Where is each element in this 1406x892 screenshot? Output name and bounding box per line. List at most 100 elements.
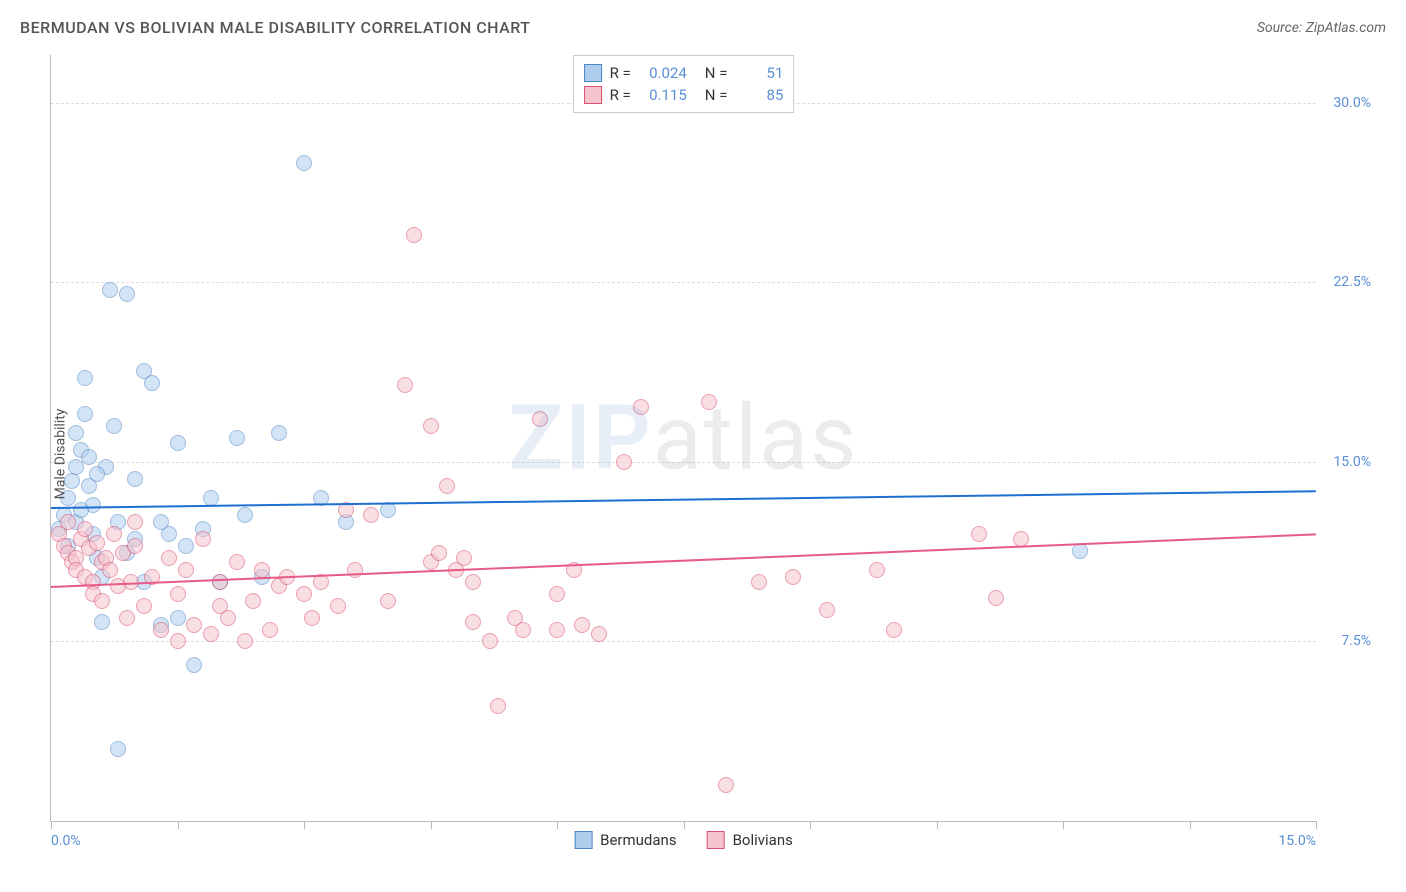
scatter-point-bermudans — [296, 155, 312, 171]
scatter-point-bolivians — [423, 418, 439, 434]
legend-item-bermudans: Bermudans — [574, 831, 676, 849]
n-label: N = — [705, 64, 728, 82]
scatter-point-bolivians — [397, 377, 413, 393]
legend-swatch — [584, 86, 602, 104]
scatter-point-bolivians — [262, 622, 278, 638]
legend-swatch — [574, 831, 592, 849]
scatter-point-bolivians — [245, 593, 261, 609]
scatter-point-bolivians — [119, 610, 135, 626]
scatter-point-bolivians — [431, 545, 447, 561]
x-tick — [810, 821, 811, 829]
n-value: 51 — [735, 64, 783, 82]
scatter-point-bolivians — [406, 227, 422, 243]
header: BERMUDAN VS BOLIVIAN MALE DISABILITY COR… — [20, 18, 1386, 37]
r-label: R = — [610, 86, 631, 104]
x-tick — [937, 821, 938, 829]
x-tick — [1190, 821, 1191, 829]
legend-label: Bolivians — [733, 831, 793, 849]
scatter-point-bolivians — [203, 626, 219, 642]
scatter-point-bermudans — [110, 741, 126, 757]
scatter-point-bolivians — [490, 698, 506, 714]
scatter-point-bermudans — [229, 430, 245, 446]
scatter-point-bolivians — [1013, 531, 1029, 547]
y-tick-label: 15.0% — [1333, 454, 1371, 470]
scatter-point-bolivians — [102, 562, 118, 578]
scatter-point-bolivians — [170, 633, 186, 649]
x-tick — [557, 821, 558, 829]
x-tick — [304, 821, 305, 829]
x-tick-label: 0.0% — [51, 833, 81, 849]
scatter-point-bolivians — [751, 574, 767, 590]
scatter-point-bolivians — [482, 633, 498, 649]
r-value: 0.024 — [639, 64, 687, 82]
legend-series: Bermudans Bolivians — [574, 831, 793, 849]
scatter-point-bolivians — [465, 574, 481, 590]
scatter-point-bolivians — [549, 586, 565, 602]
scatter-point-bolivians — [237, 633, 253, 649]
scatter-point-bolivians — [465, 614, 481, 630]
legend-stat-row-bolivians: R = 0.115 N = 85 — [584, 84, 784, 106]
gridline — [51, 282, 1316, 283]
scatter-point-bolivians — [515, 622, 531, 638]
legend-stat-row-bermudans: R = 0.024 N = 51 — [584, 62, 784, 84]
y-tick-label: 30.0% — [1333, 95, 1371, 111]
x-tick — [684, 821, 685, 829]
scatter-point-bolivians — [296, 586, 312, 602]
scatter-point-bolivians — [170, 586, 186, 602]
legend-swatch — [584, 64, 602, 82]
scatter-point-bolivians — [456, 550, 472, 566]
scatter-point-bolivians — [380, 593, 396, 609]
scatter-point-bolivians — [220, 610, 236, 626]
scatter-point-bolivians — [94, 593, 110, 609]
scatter-point-bermudans — [271, 425, 287, 441]
x-tick — [1063, 821, 1064, 829]
x-tick — [178, 821, 179, 829]
scatter-point-bolivians — [195, 531, 211, 547]
scatter-point-bolivians — [988, 590, 1004, 606]
scatter-point-bermudans — [153, 514, 169, 530]
scatter-point-bolivians — [785, 569, 801, 585]
scatter-point-bolivians — [229, 554, 245, 570]
r-value: 0.115 — [639, 86, 687, 104]
scatter-point-bermudans — [106, 418, 122, 434]
scatter-point-bermudans — [186, 657, 202, 673]
scatter-point-bermudans — [68, 425, 84, 441]
scatter-point-bolivians — [886, 622, 902, 638]
legend-item-bolivians: Bolivians — [707, 831, 793, 849]
legend-label: Bermudans — [600, 831, 676, 849]
scatter-point-bolivians — [971, 526, 987, 542]
scatter-point-bolivians — [819, 602, 835, 618]
scatter-point-bermudans — [237, 507, 253, 523]
watermark: ZIPatlas — [509, 386, 859, 491]
scatter-point-bermudans — [119, 286, 135, 302]
scatter-point-bolivians — [439, 478, 455, 494]
n-label: N = — [705, 86, 728, 104]
scatter-point-bermudans — [73, 502, 89, 518]
n-value: 85 — [735, 86, 783, 104]
r-label: R = — [610, 64, 631, 82]
scatter-point-bermudans — [203, 490, 219, 506]
x-tick — [1316, 821, 1317, 829]
y-axis-label: Male Disability — [52, 408, 68, 499]
legend-swatch — [707, 831, 725, 849]
scatter-point-bermudans — [102, 282, 118, 298]
scatter-point-bolivians — [363, 507, 379, 523]
x-tick-label: 15.0% — [1278, 833, 1316, 849]
scatter-point-bolivians — [127, 514, 143, 530]
scatter-point-bolivians — [212, 574, 228, 590]
scatter-point-bolivians — [136, 598, 152, 614]
scatter-point-bolivians — [718, 777, 734, 793]
scatter-point-bolivians — [153, 622, 169, 638]
scatter-point-bolivians — [532, 411, 548, 427]
scatter-point-bolivians — [127, 538, 143, 554]
scatter-point-bolivians — [60, 514, 76, 530]
scatter-point-bolivians — [186, 617, 202, 633]
scatter-point-bolivians — [178, 562, 194, 578]
y-tick-label: 7.5% — [1341, 633, 1371, 649]
x-tick — [51, 821, 52, 829]
scatter-point-bermudans — [81, 449, 97, 465]
scatter-point-bolivians — [616, 454, 632, 470]
y-tick-label: 22.5% — [1333, 274, 1371, 290]
chart-title: BERMUDAN VS BOLIVIAN MALE DISABILITY COR… — [20, 18, 531, 37]
chart-area: ZIPatlas R = 0.024 N = 51 R = 0.115 N = 85 Berm… — [50, 55, 1376, 852]
